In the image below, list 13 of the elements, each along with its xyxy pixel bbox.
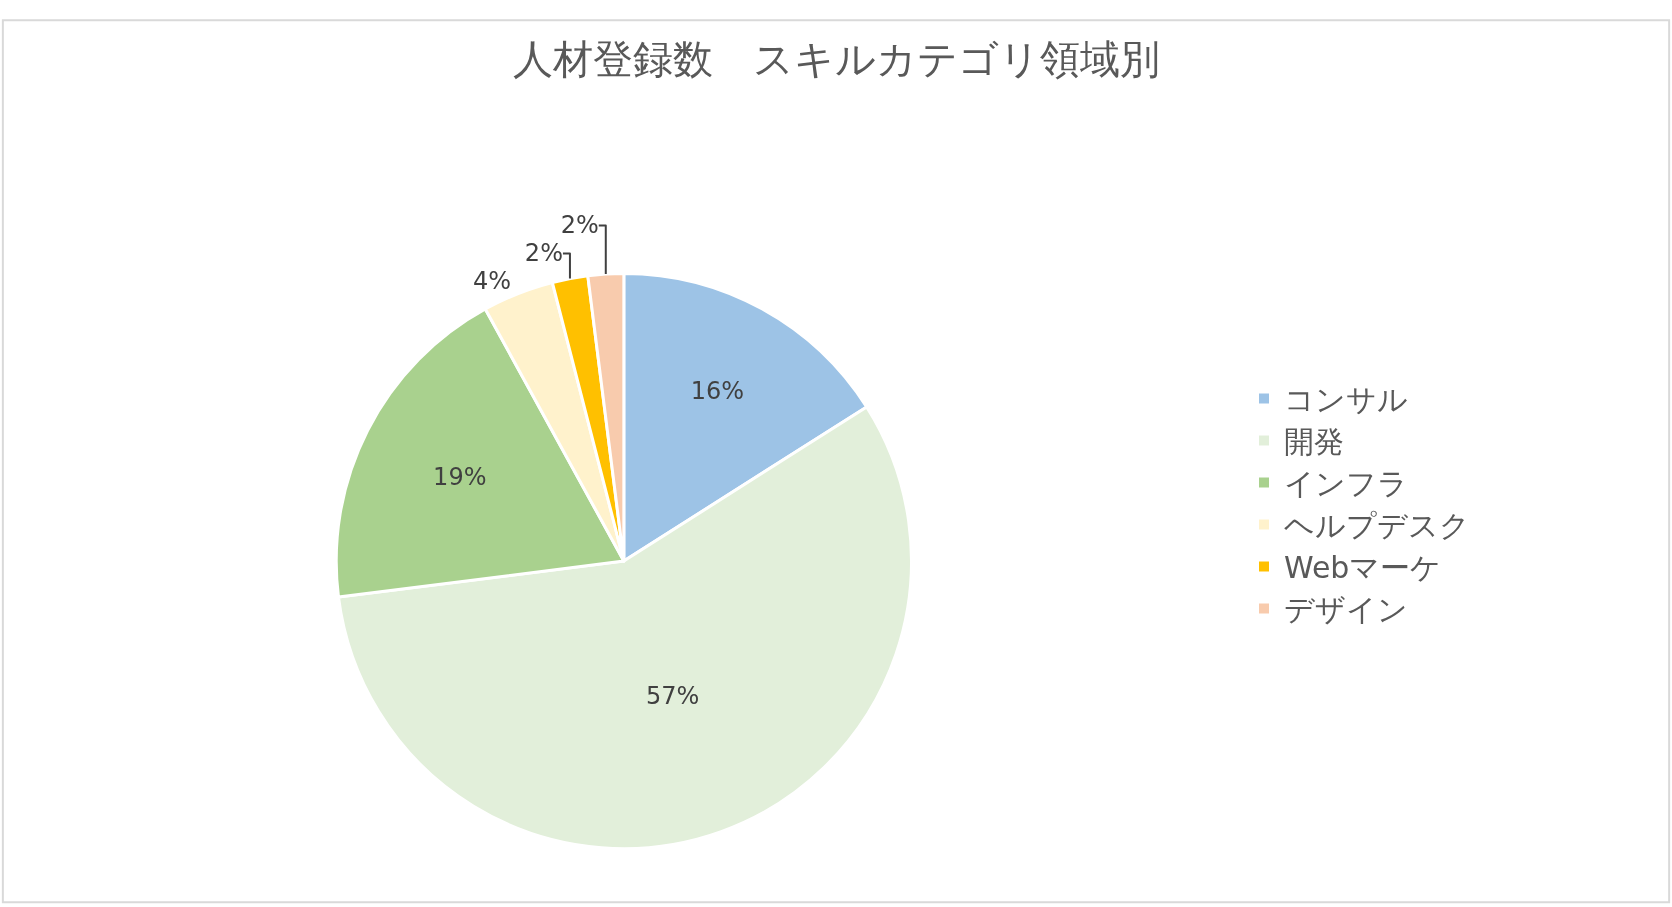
data-label: 16% bbox=[690, 376, 745, 405]
legend-label: 開発 bbox=[1284, 424, 1344, 460]
data-label: 57% bbox=[645, 682, 700, 711]
data-label: 19% bbox=[433, 463, 487, 492]
legend-label: デザイン bbox=[1284, 592, 1408, 628]
legend-label: コンサル bbox=[1284, 382, 1408, 418]
data-label: 4% bbox=[472, 267, 511, 296]
chart-title: 人材登録数 スキルカテゴリ領域別 bbox=[512, 36, 1160, 83]
legend-label: ヘルプデスク bbox=[1284, 508, 1470, 544]
legend-label: インフラ bbox=[1284, 466, 1408, 502]
data-label: 2% bbox=[560, 211, 599, 240]
data-label: 2% bbox=[524, 239, 563, 268]
legend-label: Webマーケ bbox=[1284, 550, 1442, 586]
